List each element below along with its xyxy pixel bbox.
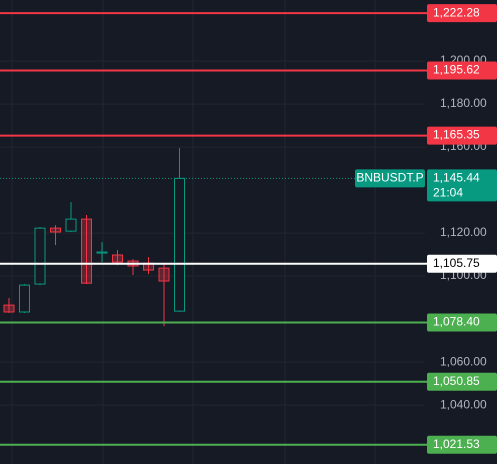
y-tick-label: 1,120.00 (440, 225, 487, 239)
candle-body (3, 304, 15, 313)
candle-body (158, 267, 170, 282)
candle-body (81, 218, 92, 284)
level-label: 1,078.40 (433, 315, 480, 329)
level-label: 1,021.53 (433, 437, 480, 451)
level-label: 1,222.28 (433, 5, 480, 19)
candle-body (19, 284, 30, 313)
level-tag (427, 126, 497, 145)
y-tick-label: 1,040.00 (440, 397, 487, 411)
level-label: 1,050.85 (433, 374, 480, 388)
y-tick-label: 1,060.00 (440, 354, 487, 368)
candle-body (50, 227, 61, 233)
level-label: 1,195.62 (433, 63, 480, 77)
level-tag (427, 313, 497, 332)
level-label: 1,105.75 (433, 256, 480, 270)
level-tag (427, 61, 497, 80)
level-tag (427, 372, 497, 391)
symbol-label: BNBUSDT.P (356, 171, 423, 185)
candle-body (174, 177, 185, 312)
countdown-label: 21:04 (433, 186, 463, 200)
candle-body (112, 254, 123, 263)
last-price-tag (427, 169, 497, 202)
level-tag (427, 4, 497, 23)
last-price-label: 1,145.44 (433, 171, 480, 185)
level-tag (427, 254, 497, 273)
candle-body (96, 251, 108, 254)
y-tick-label: 1,180.00 (440, 96, 487, 110)
symbol-tag (355, 169, 425, 188)
level-label: 1,165.35 (433, 128, 480, 142)
candle-body (34, 227, 46, 285)
candle-body (65, 218, 77, 232)
level-tag (427, 435, 497, 454)
